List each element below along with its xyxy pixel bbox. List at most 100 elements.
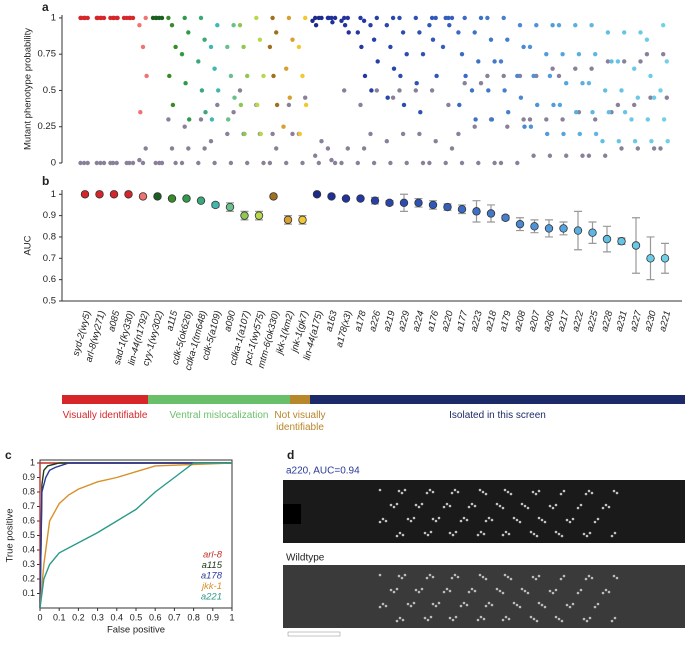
puncta [596, 517, 600, 521]
puncta [610, 619, 614, 623]
wildtype-point [456, 131, 461, 137]
puncta [425, 491, 429, 495]
mutant-point [616, 139, 621, 144]
puncta [560, 534, 564, 538]
mutant-point [274, 102, 280, 108]
puncta [540, 518, 544, 522]
auc-point [95, 190, 104, 199]
wildtype-point [433, 139, 438, 144]
wildtype-point [303, 95, 308, 100]
wildtype-point [443, 160, 448, 166]
puncta [478, 573, 482, 577]
wildtype-point [505, 124, 510, 129]
puncta [478, 488, 482, 492]
mutant-point [167, 73, 172, 79]
mutant-point [345, 15, 350, 21]
wildtype-point [651, 146, 657, 151]
puncta [400, 491, 404, 495]
mutant-point [391, 66, 397, 71]
y-tick-label: 0.5 [43, 85, 56, 96]
wildtype-point [245, 160, 250, 166]
puncta [568, 520, 572, 524]
wildtype-point [384, 139, 389, 144]
puncta [384, 519, 388, 523]
puncta [451, 533, 455, 537]
wildtype-point [661, 51, 666, 57]
mutant-point [303, 15, 308, 21]
x-tick-label: 0.3 [91, 612, 104, 622]
x-tick-label: a177 [454, 309, 470, 333]
mutant-point [388, 44, 393, 50]
x-axis-label: False positive [107, 625, 165, 636]
auc-point [399, 198, 409, 208]
mutant-point [557, 102, 563, 108]
puncta [409, 604, 413, 608]
puncta [554, 503, 558, 507]
mutant-point [99, 15, 104, 21]
x-tick-label: 0.9 [207, 612, 220, 622]
puncta [431, 602, 435, 606]
wildtype-point [400, 131, 406, 137]
wildtype-point [615, 102, 621, 108]
mutant-point [245, 73, 250, 79]
puncta [495, 587, 499, 591]
mutant-point [629, 117, 634, 122]
auc-point [196, 196, 206, 205]
puncta [401, 618, 405, 622]
wildtype-point [261, 160, 266, 166]
mutant-point [241, 44, 246, 50]
mutant-point [385, 95, 390, 100]
group-label: Ventral mislocalization [169, 410, 269, 421]
x-tick-label: a218 [483, 309, 499, 333]
wildtype-point [515, 160, 520, 166]
wildtype-point [130, 160, 136, 166]
puncta [576, 506, 580, 510]
auc-point [153, 192, 162, 201]
y-tick-label: 1 [51, 12, 56, 23]
puncta [453, 488, 457, 492]
puncta [582, 532, 586, 536]
mutant-point [209, 117, 215, 122]
mutant-point [310, 18, 315, 24]
puncta [400, 576, 404, 580]
mutant-point [108, 15, 113, 21]
wildtype-point [101, 160, 107, 166]
wildtype-point [586, 153, 592, 158]
y-tick-label: 0.5 [22, 530, 35, 540]
y-tick-label: 0.9 [43, 210, 56, 221]
wildtype-point [644, 51, 650, 57]
mutant-point [303, 102, 309, 108]
y-tick-label: 0.9 [22, 472, 35, 482]
mutant-point [502, 88, 507, 93]
scale-bar [287, 631, 341, 637]
wildtype-point [556, 73, 562, 79]
puncta [395, 587, 399, 591]
puncta [582, 617, 586, 621]
mutant-point [489, 117, 495, 122]
mutant-point [486, 88, 491, 93]
y-tick-label: 0.4 [22, 544, 35, 554]
wildtype-point [124, 160, 129, 166]
x-tick-label: a085 [106, 309, 122, 333]
mutant-point [375, 59, 380, 64]
auc-point [414, 198, 423, 208]
mutant-point [459, 51, 465, 57]
mutant-point [517, 22, 523, 28]
x-tick-label: 0.5 [130, 612, 143, 622]
puncta [504, 615, 508, 619]
puncta [434, 519, 438, 523]
puncta [529, 615, 533, 619]
mutant-point [544, 51, 549, 57]
mutant-point [564, 80, 569, 86]
wildtype-point [420, 160, 426, 166]
wildtype-point [325, 146, 331, 151]
puncta [467, 505, 471, 509]
wildtype-point [429, 88, 435, 93]
puncta [401, 533, 405, 537]
micrograph [283, 565, 685, 628]
puncta [462, 516, 466, 520]
wildtype-point [531, 153, 536, 158]
puncta [487, 516, 491, 520]
legend-label: a221 [201, 592, 222, 603]
